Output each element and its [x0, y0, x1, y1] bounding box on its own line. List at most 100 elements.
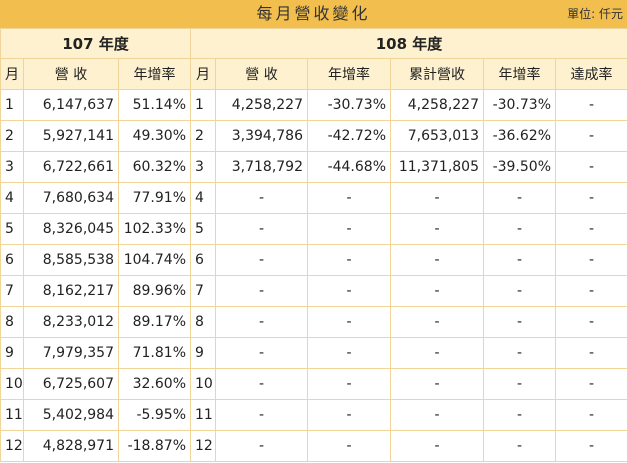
cell-achievement-108: - [554, 306, 627, 338]
cell-yoy-108: -44.68% [307, 151, 391, 183]
cell-yoy-108: - [307, 337, 391, 369]
table-row: 1 6,147,637 51.14% 1 4,258,227 -30.73% 4,258,2… [0, 89, 627, 121]
cell-cumulative-108: - [390, 399, 484, 431]
cell-month-107: 7 [0, 275, 24, 307]
cell-month-107: 8 [0, 306, 24, 338]
cell-revenue-108: 3,718,792 [215, 151, 308, 183]
cell-cumulative-108: - [390, 368, 484, 400]
cell-revenue-108: - [215, 182, 308, 214]
year-108-header: 108 年度 [189, 28, 627, 59]
title-bar: 每月營收變化 單位: 仟元 [0, 0, 627, 29]
cell-achievement-108: - [554, 151, 627, 183]
cell-revenue-107: 6,725,607 [23, 368, 119, 400]
col-header-achievement-108: 達成率 [554, 58, 627, 90]
cell-achievement-108: - [554, 430, 627, 462]
cell-achievement-108: - [554, 337, 627, 369]
cell-month-108: 8 [190, 306, 216, 338]
cell-cumulative-yoy-108: -39.50% [483, 151, 556, 183]
cell-cumulative-108: - [390, 182, 484, 214]
cell-cumulative-108: - [390, 213, 484, 245]
column-header-row: 月 營 收 年增率 月 營 收 年增率 累計營收 年增率 達成率 [0, 58, 627, 90]
cell-achievement-108: - [554, 120, 627, 152]
cell-yoy-108: - [307, 213, 391, 245]
cell-cumulative-yoy-108: - [483, 182, 556, 214]
table-row: 3 6,722,661 60.32% 3 3,718,792 -44.68% 11,371,… [0, 151, 627, 183]
cell-cumulative-yoy-108: - [483, 275, 556, 307]
col-header-yoy-108: 年增率 [307, 58, 391, 90]
cell-month-108: 6 [190, 244, 216, 276]
table-row: 10 6,725,607 32.60% 10- - - - - [0, 368, 627, 400]
cell-month-107: 5 [0, 213, 24, 245]
cell-yoy-108: -42.72% [307, 120, 391, 152]
cell-revenue-107: 6,722,661 [23, 151, 119, 183]
table-row: 4 7,680,634 77.91% 4- - - - - [0, 182, 627, 214]
cell-month-108: 3 [190, 151, 216, 183]
cell-achievement-108: - [554, 244, 627, 276]
table-row: 8 8,233,012 89.17% 8- - - - - [0, 306, 627, 338]
cell-revenue-108: - [215, 213, 308, 245]
cell-revenue-107: 7,680,634 [23, 182, 119, 214]
cell-month-107: 3 [0, 151, 24, 183]
cell-month-107: 11 [0, 399, 24, 431]
cell-cumulative-yoy-108: -30.73% [483, 89, 556, 121]
col-header-revenue-108: 營 收 [215, 58, 308, 90]
col-header-cumulative-108: 累計營收 [390, 58, 484, 90]
table-row: 6 8,585,538 104.74% 6- - - - - [0, 244, 627, 276]
cell-yoy-108: - [307, 275, 391, 307]
cell-revenue-107: 8,585,538 [23, 244, 119, 276]
cell-yoy-108: - [307, 430, 391, 462]
cell-revenue-108: - [215, 275, 308, 307]
cell-month-108: 7 [190, 275, 216, 307]
cell-cumulative-108: 11,371,805 [390, 151, 484, 183]
cell-month-108: 9 [190, 337, 216, 369]
cell-month-108: 1 [190, 89, 216, 121]
cell-revenue-108: - [215, 244, 308, 276]
cell-cumulative-108: - [390, 244, 484, 276]
cell-yoy-108: - [307, 368, 391, 400]
cell-cumulative-yoy-108: -36.62% [483, 120, 556, 152]
table-row: 7 8,162,217 89.96% 7- - - - - [0, 275, 627, 307]
cell-cumulative-yoy-108: - [483, 213, 556, 245]
cell-revenue-108: 3,394,786 [215, 120, 308, 152]
cell-achievement-108: - [554, 368, 627, 400]
cell-month-108: 4 [190, 182, 216, 214]
year-107-header: 107 年度 [0, 28, 191, 59]
cell-yoy-107: 104.74% [118, 244, 191, 276]
cell-month-108: 10 [190, 368, 216, 400]
cell-cumulative-108: - [390, 430, 484, 462]
cell-cumulative-108: - [390, 275, 484, 307]
cell-yoy-108: - [307, 182, 391, 214]
year-header-row: 107 年度 108 年度 [0, 28, 627, 59]
cell-cumulative-yoy-108: - [483, 306, 556, 338]
cell-revenue-107: 7,979,357 [23, 337, 119, 369]
cell-revenue-107: 5,927,141 [23, 120, 119, 152]
col-header-revenue-107: 營 收 [23, 58, 119, 90]
cell-cumulative-108: 7,653,013 [390, 120, 484, 152]
cell-achievement-108: - [554, 213, 627, 245]
table-row: 11 5,402,984 -5.95% 11- - - - - [0, 399, 627, 431]
col-header-yoy-107: 年增率 [118, 58, 191, 90]
cell-yoy-107: 89.17% [118, 306, 191, 338]
cell-achievement-108: - [554, 89, 627, 121]
cell-yoy-107: -5.95% [118, 399, 191, 431]
cell-yoy-107: 60.32% [118, 151, 191, 183]
cell-month-107: 2 [0, 120, 24, 152]
cell-month-108: 11 [190, 399, 216, 431]
cell-revenue-108: - [215, 399, 308, 431]
monthly-revenue-table: 107 年度 108 年度 月 營 收 年增率 月 營 收 年增率 累計營收 年… [0, 28, 627, 462]
cell-month-108: 5 [190, 213, 216, 245]
cell-achievement-108: - [554, 182, 627, 214]
cell-yoy-107: 51.14% [118, 89, 191, 121]
cell-cumulative-yoy-108: - [483, 337, 556, 369]
cell-achievement-108: - [554, 399, 627, 431]
cell-yoy-107: 77.91% [118, 182, 191, 214]
table-row: 9 7,979,357 71.81% 9- - - - - [0, 337, 627, 369]
cell-month-107: 1 [0, 89, 24, 121]
cell-month-107: 4 [0, 182, 24, 214]
cell-cumulative-yoy-108: - [483, 368, 556, 400]
cell-revenue-107: 8,162,217 [23, 275, 119, 307]
cell-yoy-108: - [307, 244, 391, 276]
cell-yoy-107: 49.30% [118, 120, 191, 152]
cell-revenue-107: 4,828,971 [23, 430, 119, 462]
